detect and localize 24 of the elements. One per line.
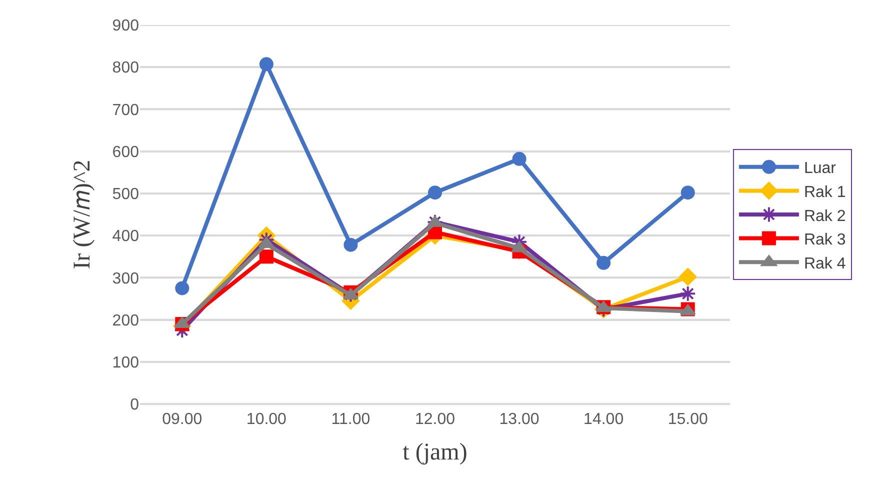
- y-tick-label: 300: [112, 270, 140, 288]
- legend-label: Rak 1: [804, 184, 846, 201]
- x-tick-label: 11.00: [331, 411, 370, 428]
- legend-label: Rak 2: [804, 208, 846, 225]
- x-tick-label: 13.00: [499, 411, 540, 428]
- y-tick-label: 700: [112, 102, 140, 119]
- x-tick-label: 14.00: [584, 411, 624, 428]
- y-tick-label: 100: [112, 354, 140, 372]
- x-tick-label: 10.00: [246, 411, 287, 428]
- y-tick-label: 400: [112, 228, 140, 246]
- y-tick-label: 600: [112, 144, 140, 161]
- legend-label: Luar: [804, 160, 837, 178]
- y-tick-label: 0: [130, 396, 140, 414]
- legend-label: Rak 4: [804, 255, 846, 272]
- y-tick-label: 200: [112, 312, 140, 330]
- y-tick-label: 900: [112, 18, 140, 35]
- x-tick-label: 15.00: [668, 411, 708, 428]
- x-axis-title: t (jam): [402, 440, 468, 466]
- y-tick-label: 800: [112, 60, 140, 77]
- y-tick-label: 500: [112, 186, 140, 204]
- x-tick-label: 12.00: [414, 411, 456, 428]
- x-tick-label: 09.00: [162, 411, 202, 428]
- legend-label: Rak 3: [804, 232, 846, 249]
- y-axis-title: Ir (W/𝑚)^2: [69, 160, 96, 270]
